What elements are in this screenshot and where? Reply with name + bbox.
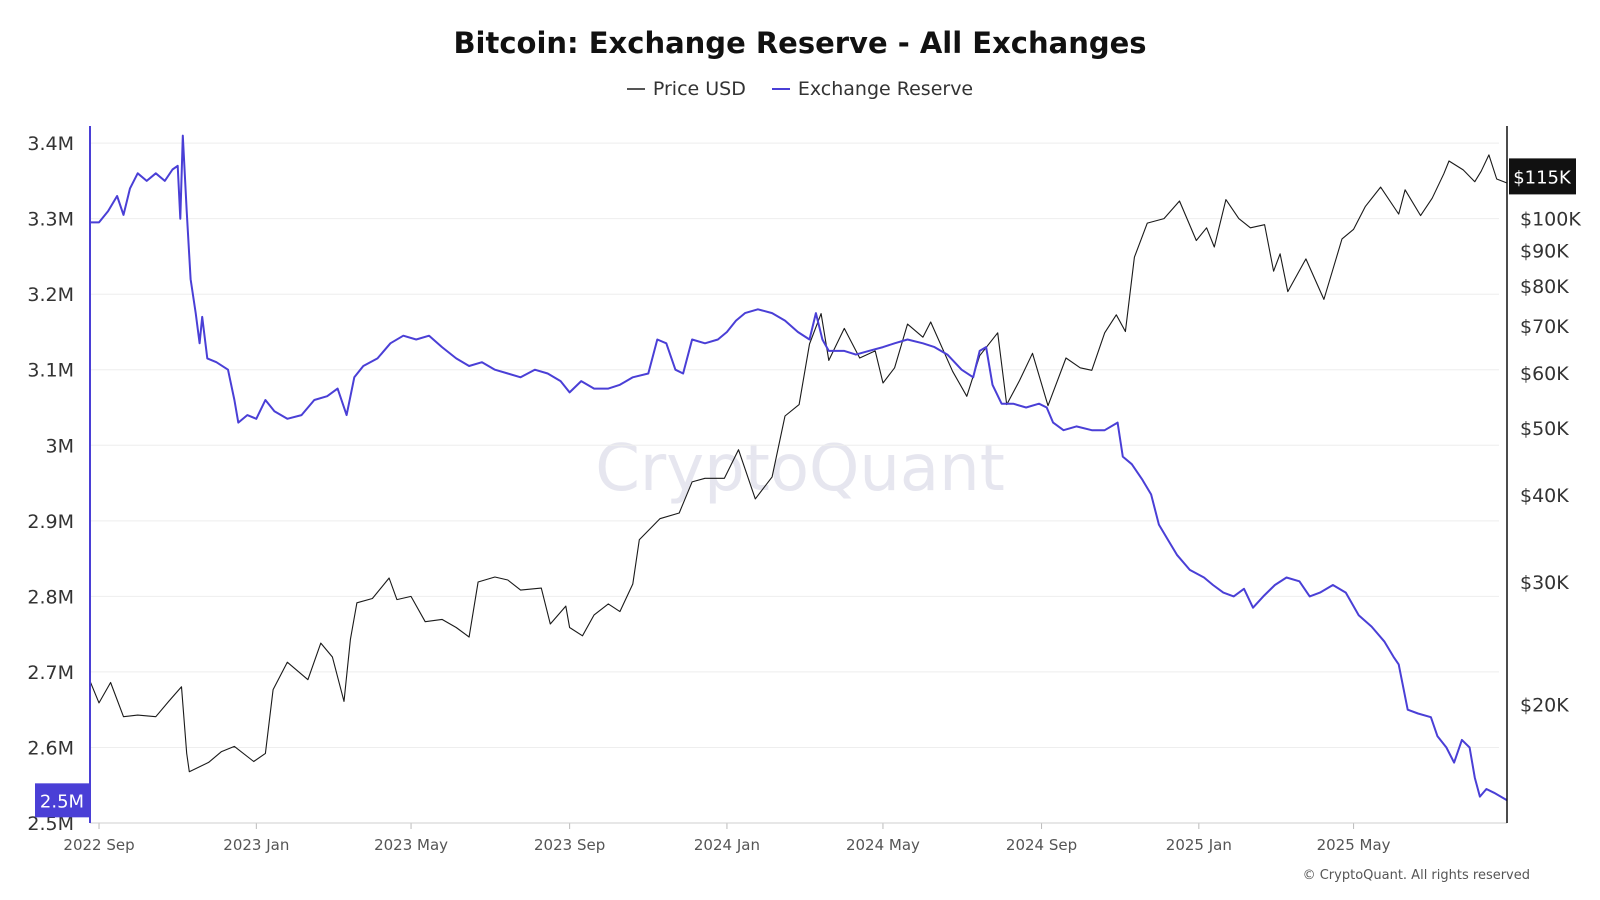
y-left-tick-label: 3.3M bbox=[27, 209, 74, 231]
y-right-tick-label: $30K bbox=[1520, 572, 1569, 594]
axes bbox=[89, 126, 1508, 829]
reserve-value-badge-label: 2.5M bbox=[40, 791, 84, 812]
x-tick-label: 2023 Jan bbox=[223, 836, 289, 854]
price-value-badge-label: $115K bbox=[1513, 167, 1572, 188]
value-badges: 2.5M $115K bbox=[35, 158, 1576, 818]
series-layer bbox=[89, 134, 1508, 802]
y-right-tick-label: $100K bbox=[1520, 209, 1581, 231]
y-right-tick-label: $80K bbox=[1520, 276, 1569, 298]
y-left-tick-label: 2.8M bbox=[27, 586, 74, 608]
y-right-tick-label: $60K bbox=[1520, 363, 1569, 385]
x-tick-label: 2025 May bbox=[1317, 836, 1391, 854]
y-right-tick-label: $50K bbox=[1520, 418, 1569, 440]
y-left-tick-label: 3.1M bbox=[27, 360, 74, 382]
x-tick-label: 2025 Jan bbox=[1166, 836, 1232, 854]
y-left-tick-label: 3.2M bbox=[27, 284, 74, 306]
y-left-tick-label: 2.9M bbox=[27, 511, 74, 533]
y-right-tick-label: $40K bbox=[1520, 485, 1569, 507]
y-right-tick-label: $70K bbox=[1520, 316, 1569, 338]
legend-entry-price[interactable]: Price USD bbox=[626, 78, 746, 100]
price-value-badge bbox=[1509, 158, 1576, 195]
y-left-tick-label: 3M bbox=[46, 435, 74, 457]
y-left-tick-label: 2.7M bbox=[27, 662, 74, 684]
legend: Price USD Exchange Reserve bbox=[0, 78, 1600, 100]
legend-swatch-price bbox=[626, 88, 645, 90]
tick-labels: 2.5M 2.6M 2.7M 2.8M 2.9M 3M 3.1M 3.2M 3.3M 3.4M $2… bbox=[27, 133, 1581, 854]
x-tick-label: 2022 Sep bbox=[63, 836, 134, 854]
legend-label-reserve: Exchange Reserve bbox=[797, 78, 974, 100]
watermark: CryptoQuant bbox=[595, 432, 1005, 506]
series-line-price-usd[interactable] bbox=[89, 154, 1508, 773]
y-left-tick-label: 2.6M bbox=[27, 737, 74, 759]
x-tick-label: 2024 Jan bbox=[694, 836, 760, 854]
chart-title: Bitcoin: Exchange Reserve - All Exchange… bbox=[453, 26, 1147, 60]
series-line-exchange-reserve[interactable] bbox=[90, 134, 1508, 802]
y-left-tick-label: 2.5M bbox=[27, 813, 74, 835]
y-right-tick-label: $20K bbox=[1520, 694, 1569, 716]
copyright-notice: © CryptoQuant. All rights reserved bbox=[1302, 868, 1530, 883]
grid-lines bbox=[90, 142, 1499, 824]
x-tick-label: 2024 Sep bbox=[1006, 836, 1077, 854]
reserve-value-badge bbox=[35, 783, 89, 818]
legend-entry-reserve[interactable]: Exchange Reserve bbox=[771, 78, 974, 100]
y-right-tick-label: $90K bbox=[1520, 240, 1569, 262]
legend-swatch-reserve bbox=[771, 88, 790, 90]
x-tick-label: 2024 May bbox=[846, 836, 920, 854]
x-tick-label: 2023 Sep bbox=[534, 836, 605, 854]
legend-label-price: Price USD bbox=[652, 78, 746, 100]
y-left-tick-label: 3.4M bbox=[27, 133, 74, 155]
x-tick-label: 2023 May bbox=[374, 836, 448, 854]
